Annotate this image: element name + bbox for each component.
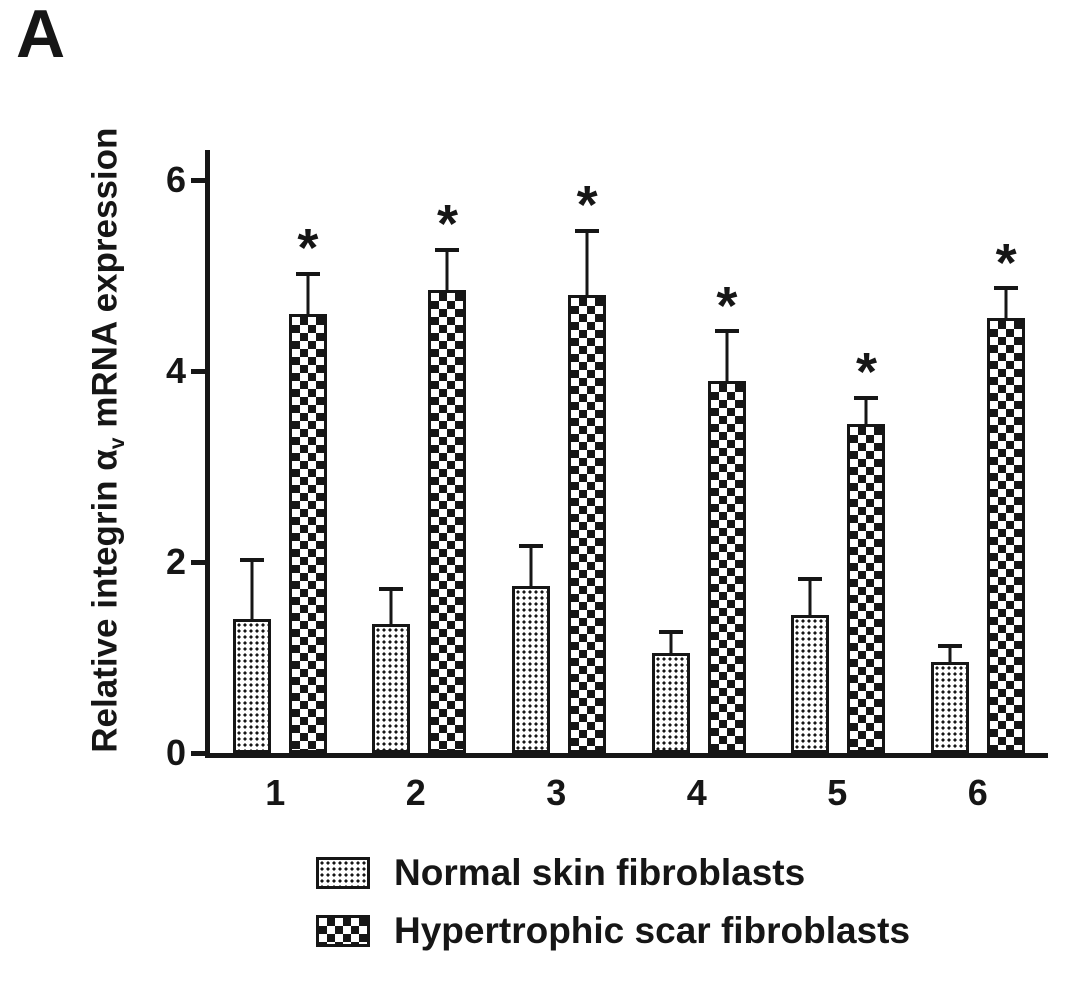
legend-label-normal: Normal skin fibroblasts	[394, 852, 806, 893]
error-bar-line	[445, 249, 449, 293]
error-bar-cap	[295, 271, 320, 276]
legend-item-normal: Normal skin fibroblasts	[316, 852, 805, 894]
legend-swatch-hypertrophic-icon	[316, 915, 370, 947]
error-bar-line	[1004, 288, 1008, 322]
bar-group: *	[489, 150, 629, 753]
legend-swatch-normal-icon	[316, 857, 370, 889]
error-bar-cap	[798, 577, 823, 582]
error-bar-line	[306, 273, 310, 317]
bar-group: *	[769, 150, 909, 753]
error-bar-cap	[994, 286, 1019, 291]
x-axis-labels: 1 2 3 4 5 6	[205, 772, 1048, 814]
bar-normal-3	[512, 543, 551, 753]
y-tick-label: 6	[165, 159, 186, 200]
bar-hypertrophic-5: *	[847, 345, 886, 753]
panel-letter: A	[16, 0, 66, 72]
y-axis-label-prefix: Relative integrin α	[85, 449, 125, 753]
y-tick-label: 0	[165, 732, 186, 773]
error-bar-line	[585, 230, 589, 298]
error-bar-line	[669, 631, 673, 656]
y-tick-mark	[191, 368, 205, 374]
error-bar-line	[864, 397, 868, 427]
error-bar-line	[389, 588, 393, 628]
y-axis-label-subscript: v	[106, 437, 130, 450]
legend: Normal skin fibroblasts Hypertrophic sca…	[316, 852, 910, 952]
error-bar-cap	[575, 228, 600, 233]
error-bar-cap	[854, 395, 879, 400]
significance-star: *	[855, 342, 877, 403]
bar-normal-6	[931, 644, 970, 753]
bar-hypertrophic-3: *	[568, 178, 607, 753]
bar-normal-2	[372, 586, 411, 753]
y-tick-label: 4	[165, 350, 186, 391]
bar-hypertrophic-6: *	[987, 235, 1026, 753]
x-tick-label: 6	[967, 772, 988, 813]
significance-star: *	[576, 175, 598, 236]
y-axis-label-suffix: mRNA expression	[85, 127, 125, 438]
significance-star: *	[297, 218, 319, 279]
error-bar-line	[529, 545, 533, 589]
y-axis-label-wrap: Relative integrin αv mRNA expression	[82, 60, 134, 820]
error-bar-cap	[714, 329, 739, 334]
y-tick-mark	[191, 750, 205, 756]
bar-hypertrophic-1: *	[288, 221, 327, 753]
bar-hypertrophic-2: *	[428, 197, 467, 753]
x-tick-label: 1	[265, 772, 286, 813]
bar-group: *	[908, 150, 1048, 753]
bar-group: *	[629, 150, 769, 753]
error-bar-line	[808, 579, 812, 618]
error-bar-cap	[435, 247, 460, 252]
bar-group: *	[350, 150, 490, 753]
x-tick-label: 3	[546, 772, 567, 813]
legend-item-hypertrophic: Hypertrophic scar fibroblasts	[316, 910, 910, 952]
error-bar-line	[725, 331, 729, 384]
x-tick-label: 5	[827, 772, 848, 813]
plot-area: 0 2 4 6 * * * * * *	[166, 150, 1048, 771]
y-axis-label: Relative integrin αv mRNA expression	[86, 127, 130, 752]
x-tick-label: 4	[686, 772, 707, 813]
error-bar-cap	[658, 629, 683, 634]
bar-group: *	[210, 150, 350, 753]
significance-star: *	[716, 275, 738, 336]
significance-star: *	[995, 232, 1017, 293]
error-bar-cap	[938, 644, 963, 649]
error-bar-cap	[239, 558, 264, 563]
y-tick-label: 2	[165, 541, 186, 582]
error-bar-line	[948, 646, 952, 666]
y-tick-mark	[191, 177, 205, 183]
bar-normal-1	[232, 558, 271, 753]
bar-hypertrophic-4: *	[707, 278, 746, 753]
error-bar-cap	[379, 586, 404, 591]
error-bar-cap	[519, 543, 544, 548]
bar-normal-4	[651, 629, 690, 753]
error-bar-line	[250, 560, 254, 623]
significance-star: *	[436, 194, 458, 255]
y-tick-mark	[191, 559, 205, 565]
legend-label-hypertrophic: Hypertrophic scar fibroblasts	[394, 910, 911, 951]
x-tick-label: 2	[405, 772, 426, 813]
bar-normal-5	[791, 577, 830, 753]
